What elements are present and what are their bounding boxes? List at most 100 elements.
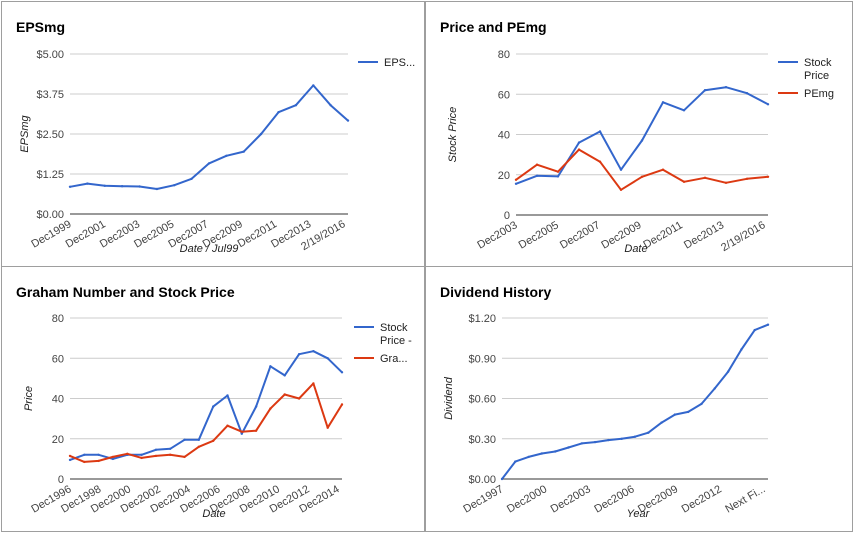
- data-point: [226, 394, 229, 397]
- data-point: [682, 109, 686, 112]
- y-tick-label: 20: [52, 434, 64, 446]
- data-point: [312, 382, 315, 385]
- data-point: [619, 168, 623, 171]
- data-point: [83, 453, 86, 456]
- data-point: [297, 353, 301, 356]
- data-point: [240, 430, 243, 433]
- data-point: [745, 177, 749, 180]
- data-point: [294, 104, 298, 107]
- data-point: [169, 447, 172, 450]
- series-line: [515, 148, 769, 191]
- data-point: [312, 350, 315, 353]
- y-tick-label: 0: [58, 474, 64, 486]
- data-point: [703, 176, 707, 179]
- data-point: [647, 431, 650, 434]
- y-tick-label: $3.75: [36, 89, 64, 101]
- legend-label: Stock Price: [804, 57, 832, 82]
- data-point: [68, 454, 72, 458]
- y-tick-label: $1.20: [468, 313, 496, 325]
- data-point: [661, 168, 665, 171]
- data-point: [111, 457, 115, 461]
- y-tick-label: 80: [498, 49, 510, 61]
- x-tick-label: Dec2003: [549, 483, 593, 515]
- x-tick-label: Dec2007: [558, 219, 602, 251]
- legend-label: Gra...: [380, 353, 408, 365]
- x-axis-title: Date: [202, 508, 225, 520]
- data-point: [660, 421, 663, 424]
- data-point: [340, 403, 344, 406]
- y-tick-label: 40: [52, 394, 64, 406]
- chart-title: Price and PEmg: [440, 19, 547, 35]
- x-tick-label: Dec2003: [475, 219, 519, 251]
- data-point: [619, 188, 623, 191]
- x-axis-title: Year: [627, 508, 651, 520]
- data-point: [673, 413, 677, 416]
- data-point: [682, 180, 686, 183]
- data-point: [598, 130, 602, 133]
- graham-chart: Graham Number and Stock Price020406080De…: [16, 284, 412, 520]
- data-point: [620, 437, 623, 440]
- data-point: [500, 477, 504, 481]
- data-point: [97, 459, 100, 463]
- data-point: [183, 455, 186, 459]
- y-axis-title: EPSmg: [19, 114, 31, 152]
- chart-title: EPSmg: [16, 19, 65, 35]
- data-point: [633, 435, 637, 438]
- data-point: [83, 460, 86, 464]
- x-tick-label: Dec1997: [461, 483, 505, 515]
- data-point: [120, 185, 124, 188]
- data-point: [259, 132, 263, 136]
- chart-title: Graham Number and Stock Price: [16, 284, 235, 300]
- data-point: [753, 328, 756, 332]
- data-point: [269, 407, 272, 410]
- data-point: [68, 458, 72, 462]
- data-point: [173, 184, 176, 187]
- x-tick-label: Dec2011: [641, 219, 684, 251]
- data-point: [312, 84, 315, 87]
- data-point: [700, 402, 703, 406]
- data-point: [514, 178, 518, 181]
- data-point: [326, 426, 329, 429]
- y-tick-label: $0.60: [468, 394, 496, 406]
- data-point: [138, 185, 141, 188]
- y-tick-label: $0.30: [468, 434, 496, 446]
- data-point: [183, 438, 186, 441]
- x-tick-label: Dec2005: [517, 219, 561, 251]
- y-tick-label: $5.00: [36, 49, 64, 61]
- data-point: [254, 405, 258, 408]
- data-point: [598, 160, 602, 163]
- data-point: [640, 175, 644, 178]
- data-point: [580, 442, 583, 445]
- y-tick-label: $1.25: [36, 169, 64, 181]
- graham-chart-panel: Graham Number and Stock Price 0 20 40 60 80 De…: [1, 266, 425, 532]
- data-point: [277, 111, 280, 114]
- series-line: [69, 382, 343, 463]
- data-point: [283, 374, 286, 377]
- y-tick-label: 60: [498, 89, 510, 101]
- data-point: [340, 371, 344, 374]
- price-pe-chart: Price and PEmg020406080Dec2003Dec2005Dec…: [440, 19, 834, 255]
- data-point: [640, 139, 644, 142]
- data-point: [97, 453, 100, 456]
- data-point: [197, 438, 200, 441]
- data-point: [514, 182, 518, 185]
- data-point: [212, 439, 215, 442]
- y-tick-label: 20: [498, 170, 510, 182]
- data-point: [254, 429, 258, 432]
- data-point: [68, 185, 72, 188]
- y-tick-label: 0: [504, 210, 510, 222]
- data-point: [140, 453, 143, 456]
- data-point: [329, 104, 332, 107]
- data-point: [567, 446, 570, 449]
- data-point: [766, 323, 770, 326]
- eps-chart: EPSmg$0.00$1.25$2.50$3.75$5.00Dec1999Dec…: [16, 19, 415, 255]
- data-point: [283, 393, 286, 396]
- legend-label: PEmg: [804, 88, 834, 100]
- y-axis-title: Dividend: [443, 376, 455, 420]
- x-axis-title: Date / Jul99: [180, 243, 239, 255]
- data-point: [527, 455, 530, 459]
- data-point: [197, 445, 200, 448]
- legend-label: EPS...: [384, 57, 415, 69]
- data-point: [226, 424, 229, 427]
- data-point: [346, 119, 350, 122]
